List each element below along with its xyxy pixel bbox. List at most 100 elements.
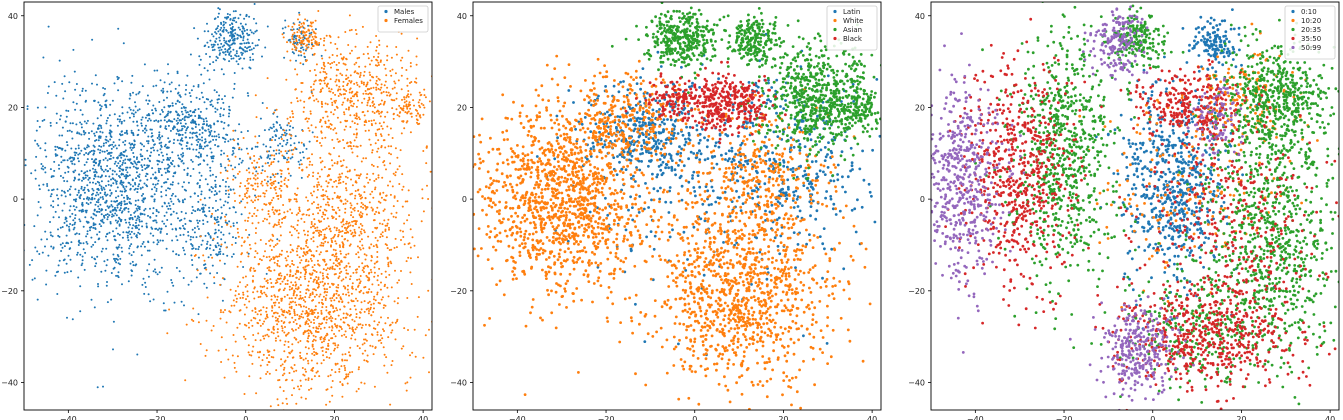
data-point — [136, 245, 139, 248]
data-point — [55, 94, 58, 97]
data-point — [294, 68, 297, 71]
data-point — [297, 232, 300, 235]
data-point — [386, 125, 389, 128]
data-point — [297, 18, 299, 21]
data-point — [175, 228, 178, 231]
data-point — [345, 187, 347, 190]
data-point — [285, 78, 288, 81]
data-point — [182, 152, 184, 155]
data-point — [257, 38, 260, 41]
data-point — [284, 215, 287, 218]
data-point — [356, 117, 358, 120]
data-point — [320, 67, 323, 69]
data-point — [285, 265, 288, 268]
data-point — [198, 63, 201, 66]
data-point — [40, 167, 43, 170]
data-point — [396, 168, 399, 171]
data-point — [331, 164, 334, 167]
data-point — [125, 231, 128, 234]
data-point — [220, 225, 223, 228]
data-point — [81, 255, 84, 258]
data-point — [221, 45, 224, 48]
data-point — [316, 286, 319, 289]
data-point — [369, 79, 372, 82]
data-point — [288, 297, 291, 300]
data-point — [369, 105, 372, 107]
data-point — [217, 133, 220, 136]
data-point — [186, 167, 189, 170]
data-point — [335, 286, 338, 289]
data-point — [160, 89, 163, 92]
data-point — [306, 157, 309, 160]
data-point — [399, 106, 402, 109]
data-point — [347, 375, 350, 378]
data-point — [334, 318, 337, 320]
data-point — [45, 155, 48, 158]
data-point — [315, 293, 318, 296]
data-point — [268, 150, 271, 153]
data-point — [339, 92, 341, 95]
data-point — [114, 219, 117, 222]
data-point — [357, 285, 359, 288]
data-point — [329, 227, 332, 230]
data-point — [269, 182, 272, 185]
data-point — [391, 137, 394, 139]
data-point — [84, 216, 87, 219]
data-point — [58, 59, 61, 62]
data-point — [416, 109, 418, 112]
data-point — [175, 253, 178, 256]
data-point — [361, 25, 364, 28]
data-point — [165, 181, 168, 184]
data-point — [328, 313, 331, 316]
data-point — [175, 132, 178, 135]
data-point — [117, 255, 120, 258]
data-point — [334, 249, 337, 252]
data-point — [296, 187, 299, 190]
data-point — [307, 414, 309, 416]
data-point — [394, 171, 397, 174]
data-point — [111, 213, 114, 216]
data-point — [366, 45, 369, 48]
data-point — [220, 238, 223, 241]
data-point — [428, 100, 431, 103]
data-point — [224, 166, 227, 169]
data-point — [280, 172, 283, 175]
data-point — [132, 91, 134, 94]
data-point — [393, 80, 396, 83]
data-point — [189, 175, 192, 177]
data-point — [368, 271, 371, 274]
data-point — [252, 177, 255, 180]
data-point — [199, 110, 202, 113]
data-point — [160, 191, 163, 193]
data-point — [320, 125, 323, 128]
data-point — [292, 126, 294, 129]
data-point — [175, 110, 177, 113]
data-point — [298, 29, 300, 31]
data-point — [101, 150, 104, 153]
data-point — [186, 116, 189, 119]
data-point — [99, 104, 101, 107]
data-point — [213, 69, 216, 72]
data-point — [68, 248, 71, 250]
data-point — [233, 206, 236, 209]
data-point — [263, 291, 266, 294]
data-point — [284, 26, 287, 29]
data-point — [370, 123, 373, 125]
data-point — [212, 249, 215, 252]
data-point — [58, 259, 61, 262]
data-point — [418, 115, 421, 117]
data-point — [307, 313, 310, 316]
data-point — [270, 258, 273, 261]
data-point — [411, 236, 414, 239]
data-point — [99, 203, 102, 206]
data-point — [289, 116, 292, 119]
data-point — [344, 359, 346, 362]
data-point — [394, 82, 397, 85]
data-point — [328, 87, 330, 90]
data-point — [205, 268, 208, 271]
data-point — [408, 214, 410, 217]
data-point — [79, 94, 82, 97]
data-point — [142, 193, 145, 195]
data-point — [302, 373, 305, 376]
data-point — [178, 133, 180, 136]
